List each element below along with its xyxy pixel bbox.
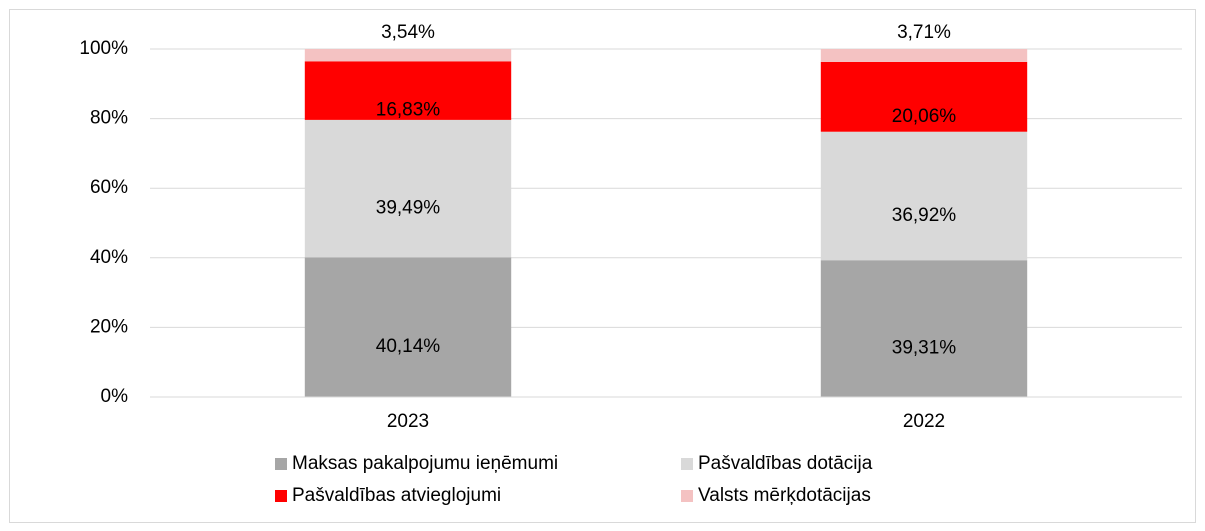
bar-segment — [820, 131, 1028, 261]
x-tick-label: 2022 — [903, 411, 945, 432]
bar-segment — [304, 61, 512, 120]
data-label: 3,54% — [381, 22, 435, 43]
legend-swatch — [681, 490, 693, 502]
bar-segment — [304, 119, 512, 258]
data-label: 3,71% — [897, 22, 951, 43]
y-tick-label: 100% — [79, 38, 128, 59]
bar-segment — [304, 49, 512, 62]
legend-swatch — [275, 490, 287, 502]
bar-segment — [820, 61, 1028, 132]
data-label: 16,83% — [376, 100, 441, 121]
bar-segment — [820, 260, 1028, 397]
x-tick-label: 2023 — [387, 411, 429, 432]
y-tick-label: 80% — [90, 108, 128, 129]
y-tick-label: 0% — [101, 386, 129, 407]
legend-label: Valsts mērķdotācijas — [698, 485, 871, 506]
y-tick-label: 60% — [90, 177, 128, 198]
legend-swatch — [275, 458, 287, 470]
bar-segment — [304, 257, 512, 397]
y-tick-label: 20% — [90, 316, 128, 337]
data-label: 39,49% — [376, 198, 441, 219]
data-label: 20,06% — [892, 106, 957, 127]
data-label: 39,31% — [892, 338, 957, 359]
y-tick-label: 40% — [90, 247, 128, 268]
legend-label: Pašvaldības dotācija — [698, 453, 873, 474]
legend-swatch — [681, 458, 693, 470]
legend-label: Pašvaldības atvieglojumi — [292, 485, 501, 506]
legend-label: Maksas pakalpojumu ieņēmumi — [292, 453, 558, 474]
data-label: 40,14% — [376, 336, 441, 357]
bar-segment — [820, 49, 1028, 62]
data-label: 36,92% — [892, 205, 957, 226]
